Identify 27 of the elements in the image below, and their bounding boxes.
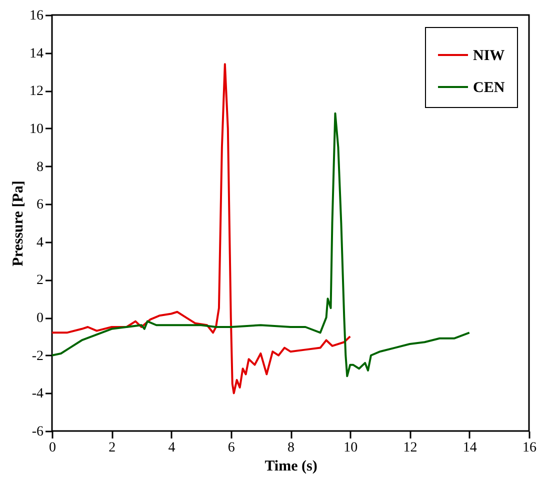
y-tick-label: 6 xyxy=(36,198,44,213)
x-tick-label: 10 xyxy=(344,440,358,456)
x-tick-label: 14 xyxy=(462,440,477,456)
line-series xyxy=(51,63,352,394)
legend-label: NIW xyxy=(473,48,505,64)
y-tick-label: 8 xyxy=(36,160,44,175)
y-tick-label: -6 xyxy=(32,424,44,440)
x-tick-label: 4 xyxy=(168,440,176,456)
y-tick-label: 4 xyxy=(36,235,44,250)
x-axis-title: Time (s) xyxy=(264,458,318,474)
y-tick-label: 12 xyxy=(30,84,44,100)
y-tick-label: -2 xyxy=(32,348,44,364)
y-tick-label: 10 xyxy=(30,122,44,137)
x-tick-label: 16 xyxy=(522,440,536,456)
line-series xyxy=(51,112,470,378)
y-tick-label: 16 xyxy=(30,8,44,24)
y-tick-label: 0 xyxy=(36,311,44,326)
y-tick-label: 14 xyxy=(30,46,44,62)
x-tick-label: 8 xyxy=(288,440,294,456)
x-tick-label: 12 xyxy=(403,440,418,456)
x-tick-label: 0 xyxy=(49,440,56,456)
y-axis-title: Pressure [Pa] xyxy=(10,180,26,266)
x-tick-label: 2 xyxy=(108,440,116,456)
x-tick-label: 6 xyxy=(228,440,235,456)
y-tick-label: -4 xyxy=(32,386,44,402)
y-tick-label: 2 xyxy=(36,273,44,288)
legend-label: CEN xyxy=(473,80,505,96)
